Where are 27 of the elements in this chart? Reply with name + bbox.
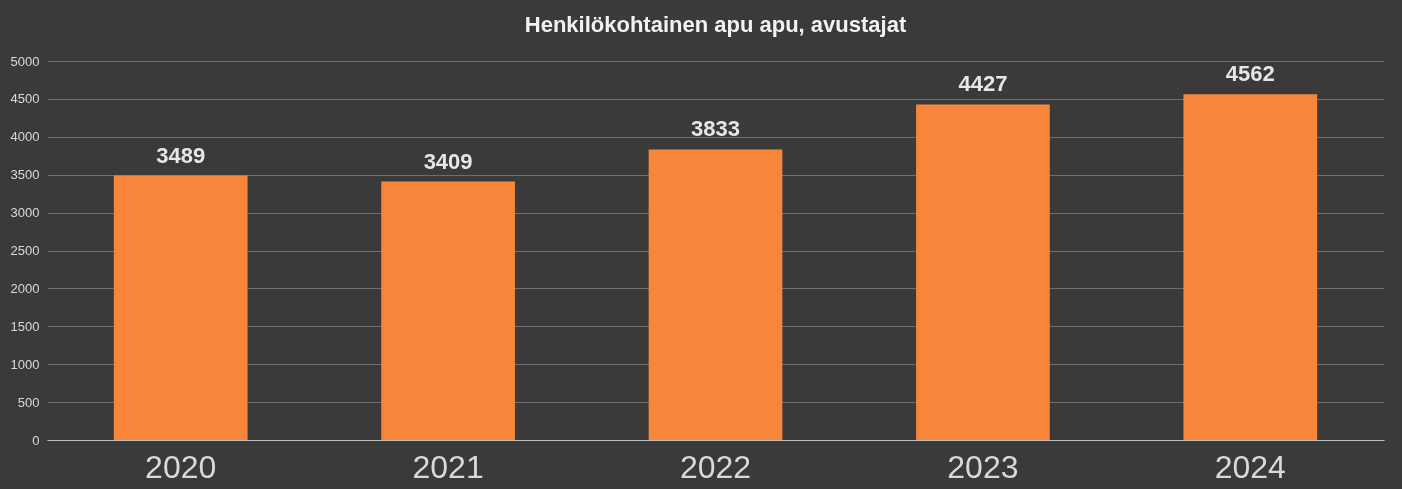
y-tick-label: 2500: [10, 243, 40, 258]
bar: [1183, 94, 1318, 440]
x-tick-label: 2021: [412, 448, 484, 485]
data-label: 3409: [423, 148, 473, 174]
data-label: 4427: [958, 71, 1008, 97]
y-tick-label: 1500: [10, 318, 40, 334]
x-tick-label: 2024: [1214, 448, 1286, 485]
bar: [113, 175, 248, 440]
y-tick-label: 5000: [10, 53, 40, 69]
x-tick-label: 2022: [679, 448, 752, 485]
data-label: 3833: [691, 116, 740, 142]
x-tick-label: 2020: [145, 448, 217, 485]
y-tick-label: 4500: [10, 91, 40, 107]
data-label: 4562: [1225, 61, 1275, 87]
y-tick-label: 3000: [10, 205, 40, 221]
data-label: 3489: [156, 142, 206, 168]
y-tick-label: 0: [32, 432, 40, 448]
y-tick-label: 1000: [10, 356, 40, 372]
x-tick-label: 2023: [947, 448, 1019, 485]
y-tick-label: 4000: [10, 129, 40, 145]
y-tick-label: 3500: [10, 167, 40, 183]
y-tick-label: 2000: [10, 280, 40, 296]
y-tick-label: 500: [17, 394, 40, 410]
bar: [916, 104, 1050, 440]
bar: [648, 149, 783, 440]
bar: [381, 181, 515, 440]
chart-title: Henkilökohtainen apu apu, avustajat: [524, 12, 907, 37]
